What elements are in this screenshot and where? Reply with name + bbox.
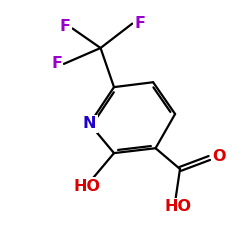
Text: HO: HO (74, 178, 101, 194)
Text: F: F (60, 18, 70, 34)
Text: F: F (134, 16, 145, 31)
Text: HO: HO (164, 200, 191, 214)
Text: F: F (51, 56, 62, 72)
Text: O: O (212, 149, 226, 164)
Text: N: N (83, 116, 96, 131)
